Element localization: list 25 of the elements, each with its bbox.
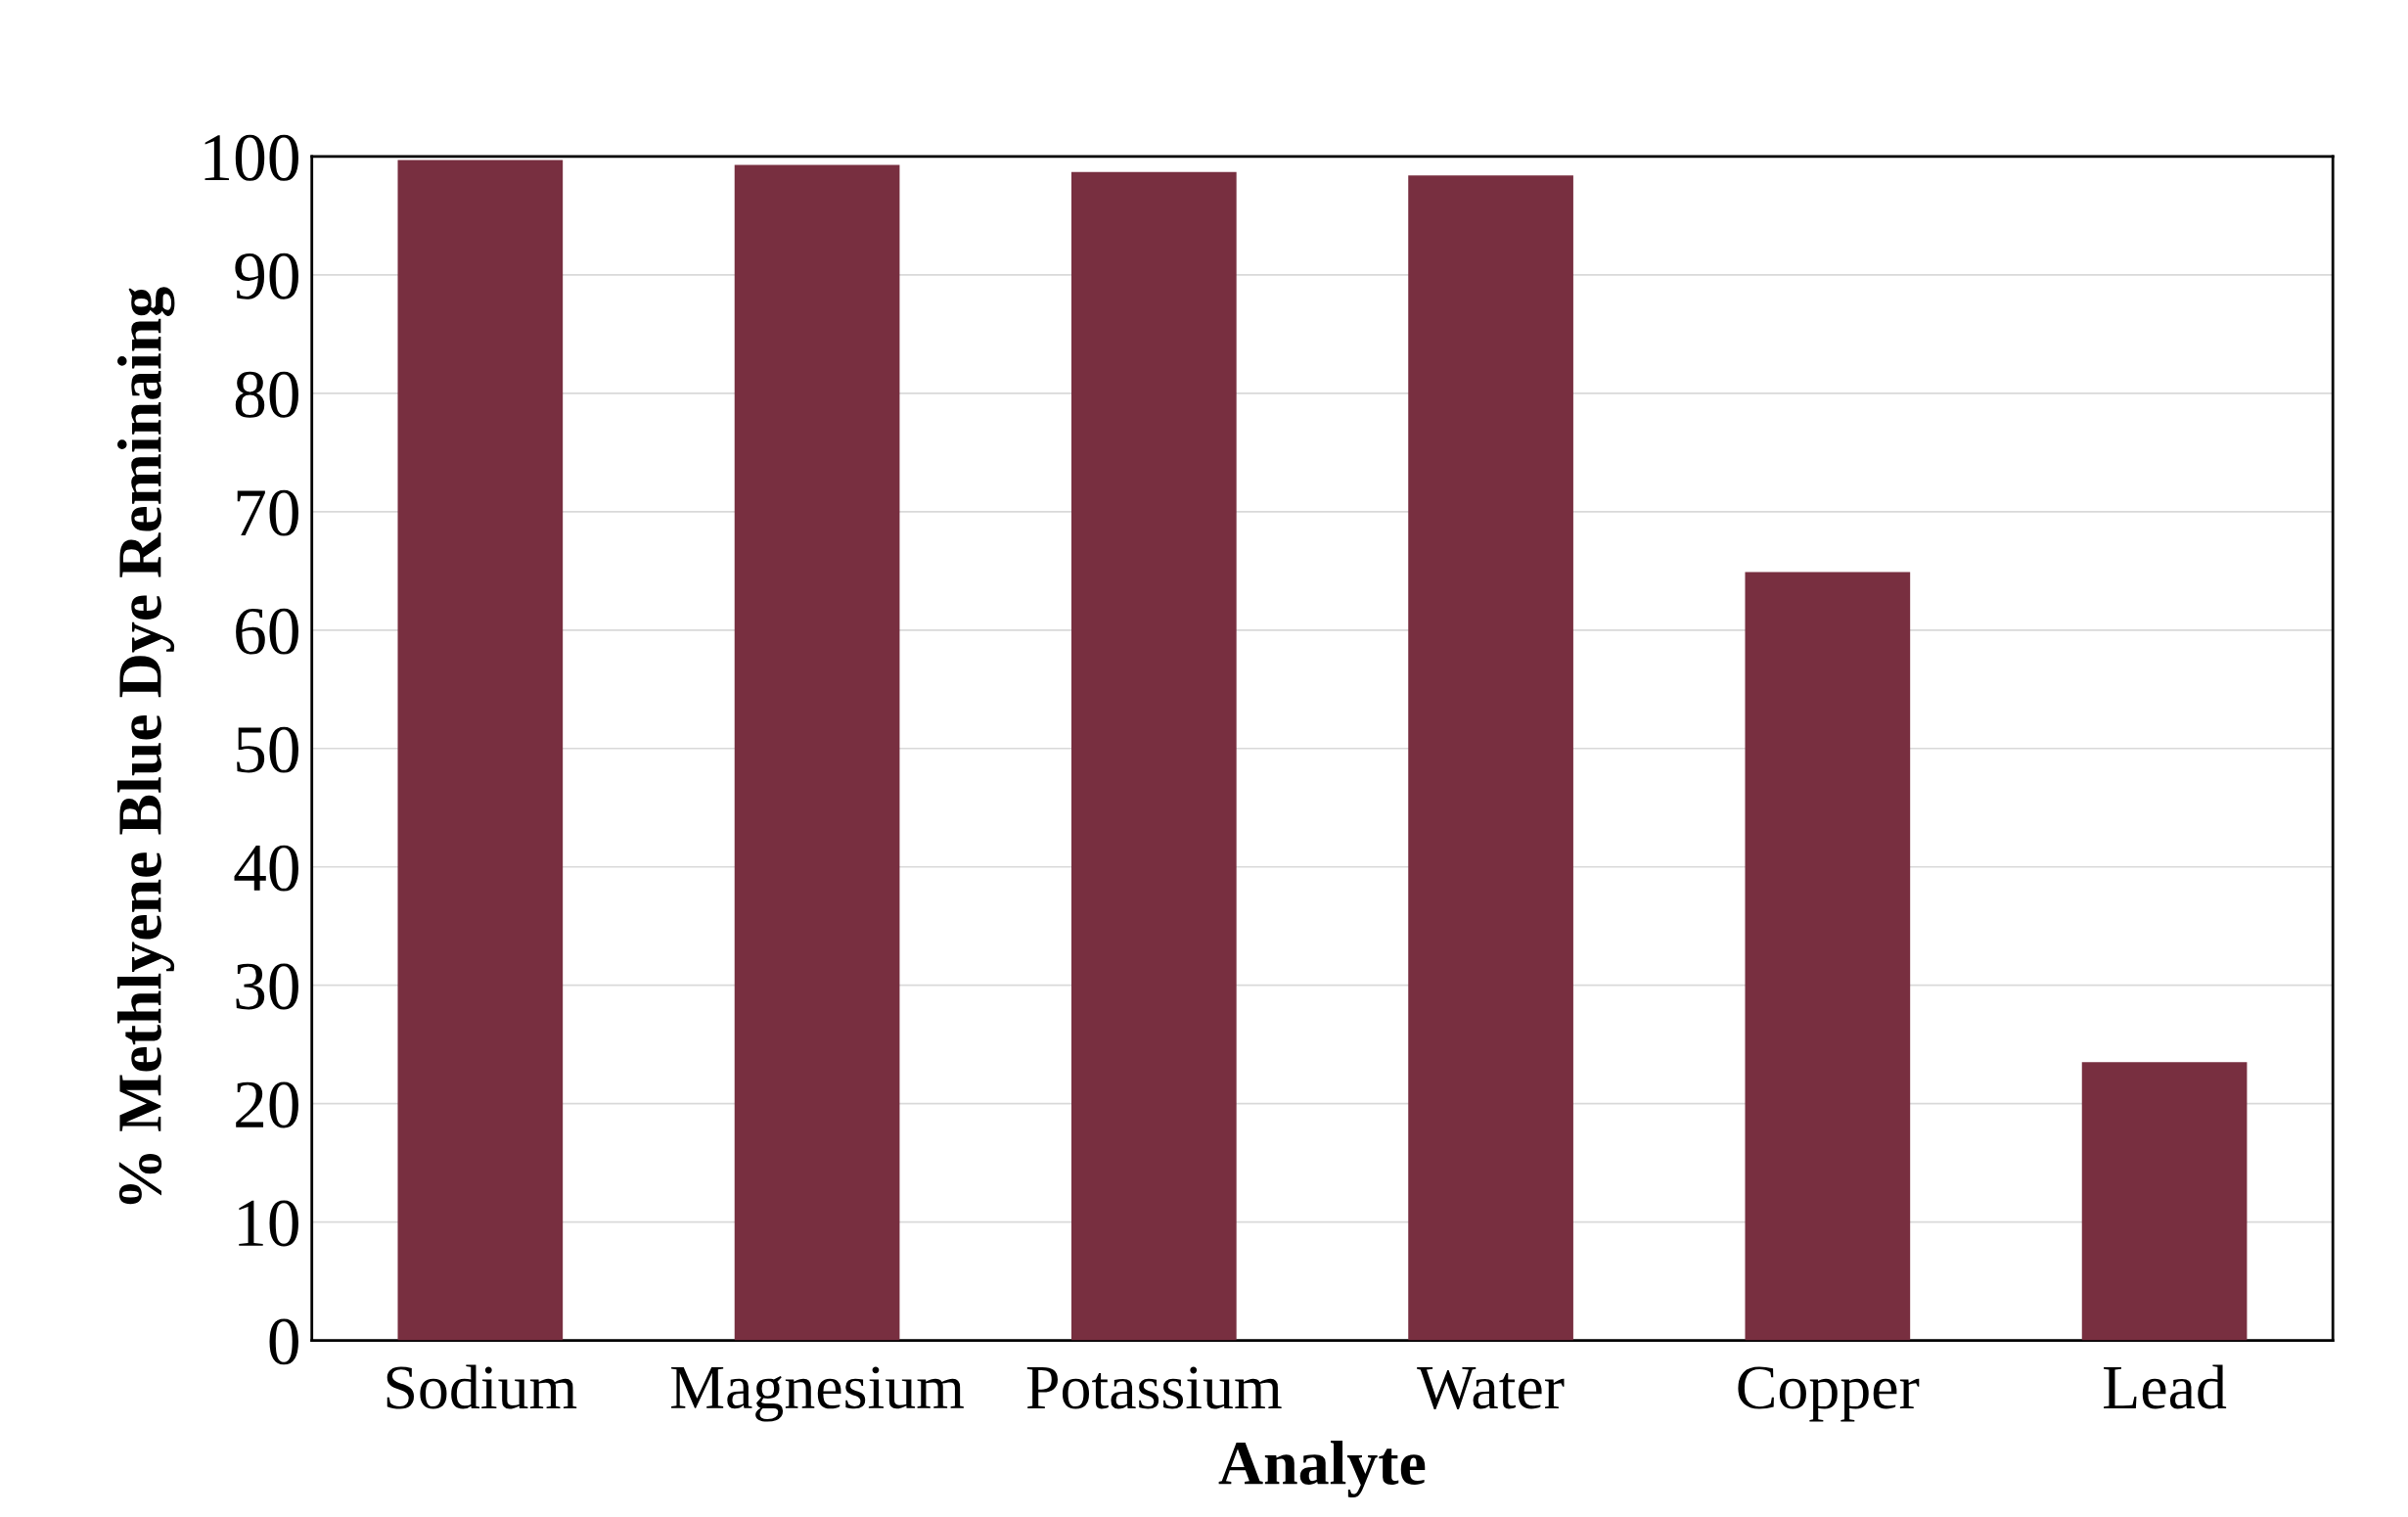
- y-tick-label: 90: [235, 253, 298, 299]
- bar: [2081, 1062, 2248, 1341]
- x-tick-label: Potassium: [1026, 1366, 1282, 1409]
- y-tick-label: 50: [237, 726, 298, 773]
- x-axis-title: Analyte: [1218, 1440, 1426, 1498]
- y-tick-label: 30: [236, 963, 298, 1010]
- x-tick-label: Lead: [2104, 1364, 2227, 1409]
- y-tick-label: 10: [239, 1200, 298, 1247]
- y-tick-label: 60: [236, 608, 298, 655]
- y-tick-label: 40: [234, 845, 298, 892]
- x-tick-label: Magnesium: [671, 1366, 964, 1422]
- y-axis-title: % Methlyene Blue Dye Reminaing: [116, 287, 175, 1205]
- y-tick-label: 0: [269, 1318, 298, 1365]
- bar: [734, 164, 900, 1341]
- bar: [1070, 171, 1237, 1341]
- x-tick-label: Sodium: [386, 1364, 577, 1409]
- y-tick-label: 100: [204, 134, 298, 181]
- x-tick-label: Water: [1417, 1367, 1565, 1409]
- x-tick-label: Copper: [1738, 1366, 1920, 1422]
- y-tick-label: 20: [236, 1081, 298, 1128]
- y-tick-label: 80: [235, 371, 298, 418]
- bar: [1408, 175, 1573, 1341]
- y-tick-label: 70: [237, 489, 298, 536]
- bar: [1745, 572, 1911, 1341]
- bar: [397, 160, 564, 1341]
